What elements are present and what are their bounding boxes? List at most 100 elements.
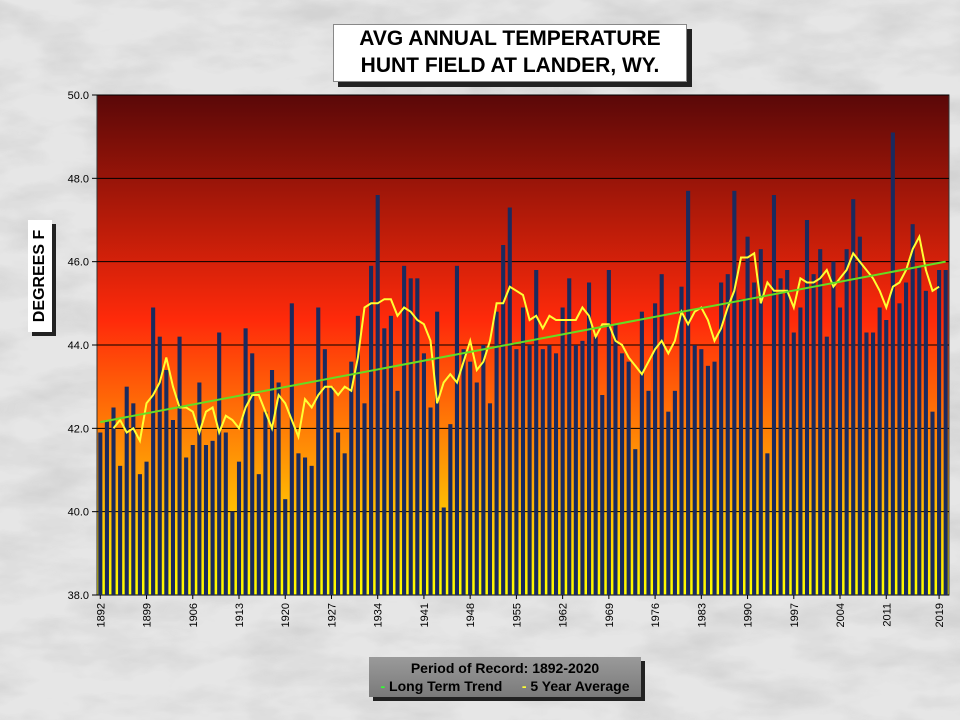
- bar: [804, 220, 810, 595]
- bar: [633, 449, 638, 595]
- bar: [118, 465, 123, 595]
- bar: [798, 307, 803, 595]
- x-tick-label: 1934: [373, 603, 385, 627]
- bar: [719, 282, 724, 595]
- bar: [250, 353, 255, 595]
- bar: [857, 236, 862, 595]
- bar: [712, 361, 717, 595]
- bar: [864, 332, 869, 595]
- bar: [283, 499, 288, 595]
- bar: [507, 207, 512, 595]
- bar: [157, 336, 162, 595]
- bar: [573, 345, 578, 595]
- bar: [534, 270, 539, 595]
- bar: [791, 332, 796, 595]
- bar: [586, 282, 592, 595]
- x-tick-label: 2019: [934, 603, 946, 627]
- bar: [395, 390, 400, 595]
- bar: [474, 382, 479, 595]
- x-tick-label: 1976: [650, 603, 662, 627]
- x-tick-label: 2011: [881, 603, 893, 627]
- bar: [659, 274, 664, 595]
- x-tick-labels: 1892 1899 1906 1913 1920 1927 1934 1941 1948 1955…: [95, 595, 946, 627]
- bar: [910, 224, 915, 595]
- y-tick-label: 40.0: [68, 507, 89, 519]
- x-tick-label: 1948: [465, 603, 477, 627]
- bar: [626, 361, 631, 595]
- bar: [454, 265, 460, 595]
- bar: [527, 345, 532, 595]
- bar: [296, 453, 301, 595]
- y-tick-label: 42.0: [68, 423, 89, 435]
- bar: [639, 311, 644, 595]
- trend-legend-marker: -: [380, 678, 386, 694]
- x-tick-label: 1955: [511, 603, 523, 627]
- bar: [217, 332, 222, 595]
- bar: [937, 270, 942, 595]
- bar: [745, 236, 750, 595]
- x-tick-label: 1969: [604, 603, 616, 627]
- title-line-1: AVG ANNUAL TEMPERATURE: [359, 27, 661, 50]
- bar: [870, 332, 876, 595]
- bar: [369, 265, 374, 595]
- x-tick-label: 2004: [835, 603, 847, 627]
- bar: [930, 411, 935, 595]
- bar: [177, 336, 182, 595]
- x-tick-label: 1962: [558, 603, 570, 627]
- bar: [408, 278, 413, 595]
- bar: [210, 440, 215, 595]
- bar: [679, 286, 684, 595]
- bar: [672, 390, 677, 595]
- bar: [336, 432, 341, 595]
- bar: [705, 365, 710, 595]
- bar: [184, 457, 189, 595]
- bar: [904, 282, 909, 595]
- x-tick-label: 1899: [142, 603, 154, 627]
- bar: [778, 278, 783, 595]
- bar: [269, 370, 275, 595]
- bar: [824, 336, 829, 595]
- long-term-trend-line: [100, 260, 946, 424]
- bar: [481, 345, 486, 595]
- five-year-average-line: [112, 233, 940, 444]
- bar: [686, 190, 691, 596]
- x-tick-label: 1927: [326, 603, 338, 627]
- bar: [190, 445, 195, 595]
- bar: [732, 190, 737, 596]
- bar: [725, 274, 730, 595]
- bar: [785, 270, 790, 595]
- bar: [593, 336, 598, 595]
- bar: [692, 345, 697, 595]
- bar: [620, 353, 625, 595]
- bar: [124, 386, 129, 595]
- bar: [230, 511, 235, 595]
- bar: [837, 307, 843, 595]
- bar: [111, 407, 116, 595]
- bar: [329, 386, 334, 595]
- bar: [646, 390, 651, 595]
- bar: [917, 265, 922, 595]
- bar: [98, 432, 103, 595]
- y-tick-label: 44.0: [68, 340, 89, 352]
- bar: [765, 453, 770, 595]
- bar: [666, 411, 671, 595]
- legend: Period of Record: 1892-2020 - Long Term …: [369, 657, 641, 697]
- bar: [236, 461, 242, 595]
- bar: [943, 270, 948, 595]
- bar: [382, 328, 387, 595]
- bar: [421, 353, 426, 595]
- bar: [137, 474, 142, 595]
- trend-legend-label: Long Term Trend: [389, 678, 503, 694]
- bar: [580, 340, 585, 595]
- bar: [170, 420, 176, 595]
- x-tick-label: 1913: [234, 603, 246, 627]
- bar: [428, 407, 433, 595]
- bar: [276, 382, 281, 595]
- bar: [613, 324, 618, 595]
- bar: [501, 245, 506, 595]
- bar: [322, 349, 327, 595]
- bar: [487, 403, 493, 595]
- bar: [388, 315, 393, 595]
- period-of-record: Period of Record: 1892-2020: [410, 660, 600, 676]
- bar: [164, 370, 169, 595]
